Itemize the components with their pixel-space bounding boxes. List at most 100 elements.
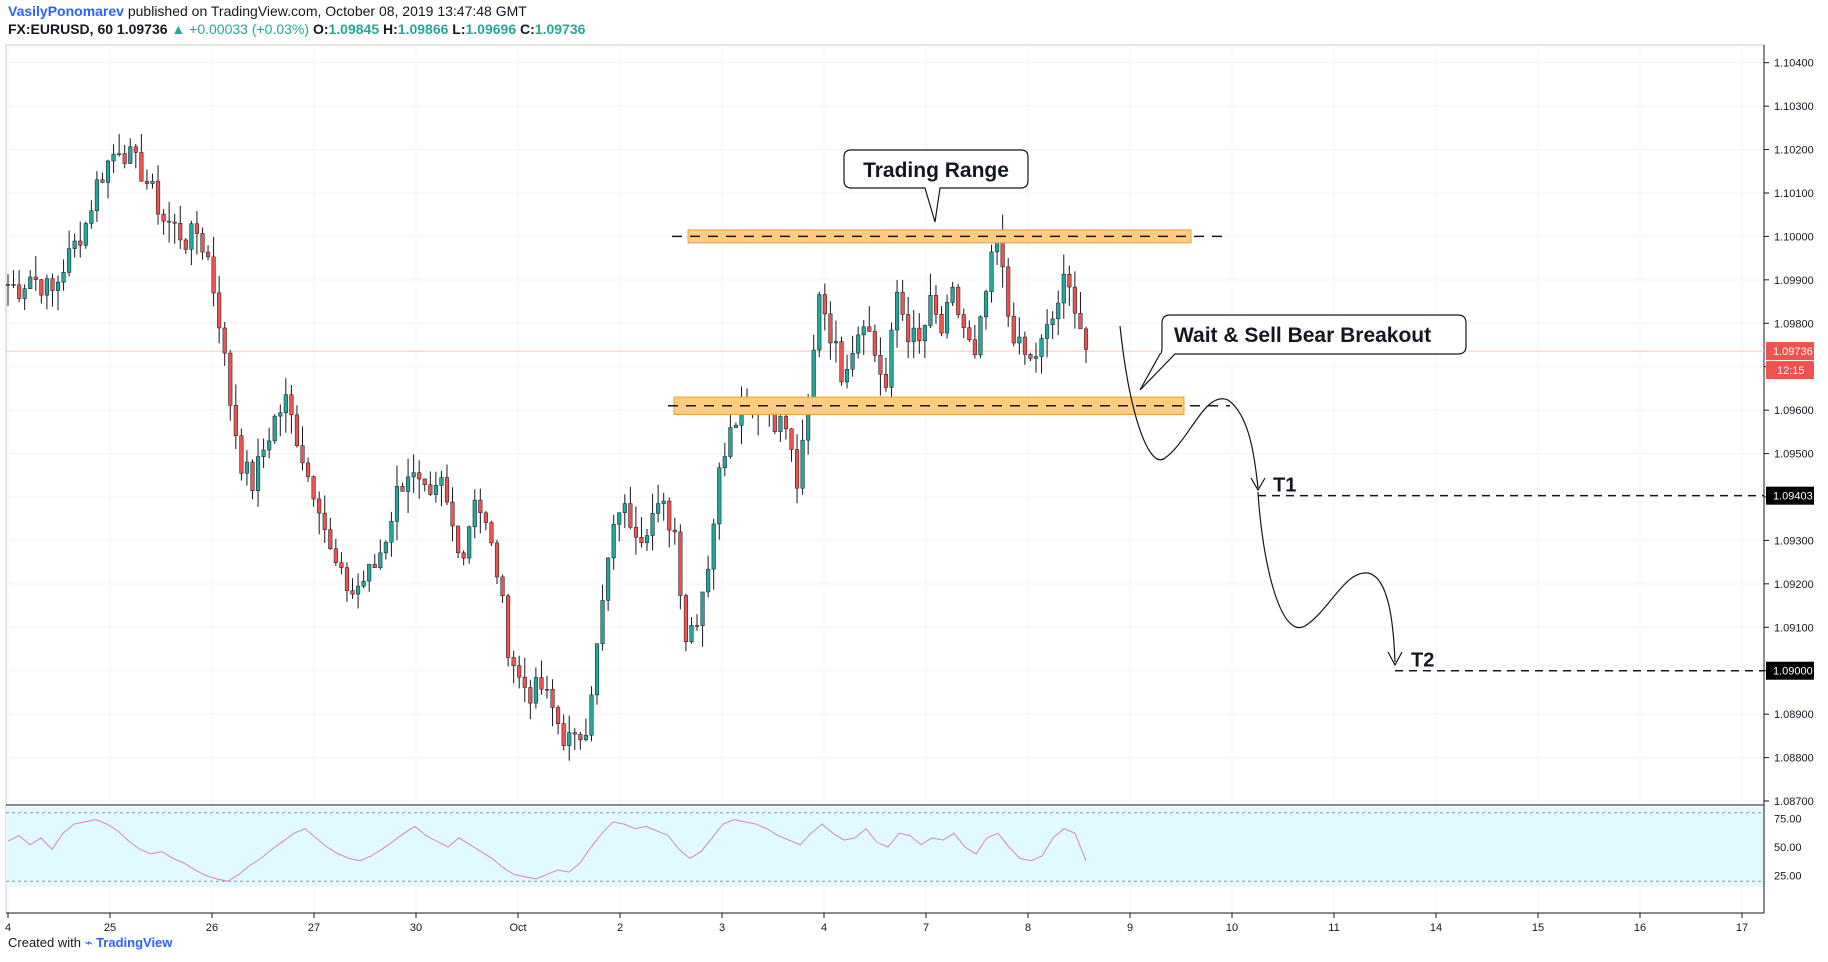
x-tick-label: 15 — [1532, 922, 1544, 934]
candle-body — [461, 552, 466, 559]
target-price-badge — [1766, 486, 1814, 505]
candle-body — [511, 657, 516, 666]
open-label: O: — [312, 21, 329, 37]
candle-body — [61, 272, 66, 283]
close-value: 1.09736 — [534, 21, 586, 37]
price-axis[interactable]: 1.10400 1.10300 1.10200 1.10100 1.10000 1.099… — [1764, 58, 1814, 808]
x-tick-label: Oct — [509, 922, 526, 934]
last-price: 1.09736 — [116, 21, 168, 37]
time-axis[interactable]: 4 25 26 27 30 Oct 2 3 4 7 8 9 10 11 14 15 16 17 — [5, 913, 1748, 934]
candle-body — [450, 501, 455, 527]
y-tick-label: 1.09600 — [1774, 405, 1814, 417]
candle-body — [711, 523, 716, 570]
tradingview-logo-icon[interactable]: ⌁ — [84, 935, 93, 950]
candle-body — [722, 456, 727, 468]
candle-body — [228, 352, 233, 406]
candle-body — [983, 291, 989, 318]
candle-body — [1006, 266, 1011, 317]
candle-body — [689, 625, 694, 642]
y-tick-label: 1.10100 — [1774, 188, 1814, 200]
candle-body — [961, 314, 966, 328]
candle-body — [717, 467, 722, 525]
candle-body — [817, 294, 822, 351]
candle-body — [872, 331, 877, 356]
candle-body — [55, 281, 61, 291]
candle-body — [406, 476, 411, 492]
created-with: Created with — [8, 935, 81, 950]
current-price-badge — [1766, 342, 1814, 361]
candle-body — [439, 477, 444, 486]
high-value: 1.09866 — [397, 21, 449, 37]
y-tick-label: 1.10300 — [1774, 101, 1814, 113]
candle-body — [861, 326, 866, 336]
candle-body — [367, 563, 372, 582]
candle-body — [417, 472, 422, 480]
candle-body — [839, 341, 844, 383]
candle-body — [572, 732, 577, 735]
y-tick-label: 1.09300 — [1774, 535, 1814, 547]
candle-body — [261, 449, 266, 457]
candle-body — [517, 665, 522, 678]
candle-body — [422, 478, 427, 486]
projection-drawings: T1 T2 — [1119, 325, 1764, 672]
candle-body — [589, 694, 594, 736]
candle-body — [878, 354, 883, 375]
candle-body — [361, 580, 366, 587]
x-tick-label: 2 — [617, 922, 623, 934]
y-tick-label: 1.09900 — [1774, 275, 1814, 287]
candle-body — [17, 284, 22, 299]
candle-body — [772, 414, 777, 432]
candle-body — [278, 412, 283, 417]
author-name[interactable]: VasilyPonomarev — [8, 3, 124, 19]
candle-body — [333, 548, 338, 563]
candle-body — [433, 485, 438, 495]
candle-body — [933, 295, 939, 315]
candle-body — [600, 600, 605, 644]
candle-body — [5, 284, 11, 286]
candle-body — [1017, 336, 1022, 344]
t2-label: T2 — [1411, 650, 1434, 672]
tradingview-brand[interactable]: TradingView — [96, 935, 173, 950]
candle-body — [972, 339, 977, 356]
rsi-band — [6, 807, 1764, 887]
symbol-name[interactable]: FX:EURUSD, 60 — [8, 21, 114, 37]
candle-body — [189, 223, 194, 250]
candle-body — [283, 394, 288, 413]
candle-body — [806, 412, 811, 441]
y-tick-label: 1.10200 — [1774, 145, 1814, 157]
x-tick-label: 16 — [1634, 922, 1646, 934]
candle-body — [728, 427, 733, 457]
target-price-badge — [1766, 661, 1814, 680]
candle-body — [89, 210, 94, 224]
candle-body — [522, 676, 527, 688]
candles — [5, 134, 1089, 761]
x-tick-label: 8 — [1025, 922, 1031, 934]
candle-body — [444, 477, 450, 503]
candle-body — [922, 325, 927, 342]
open-value: 1.09845 — [328, 21, 380, 37]
candle-body — [411, 472, 416, 478]
grid-lines — [6, 45, 1764, 913]
x-tick-label: 30 — [410, 922, 422, 934]
candle-body — [244, 461, 249, 474]
candle-body — [11, 284, 16, 286]
y-tick-label: 1.09200 — [1774, 579, 1814, 591]
candle-body — [150, 180, 155, 184]
candle-body — [39, 279, 44, 296]
candle-body — [906, 314, 911, 343]
arrow-down-icon — [1250, 477, 1266, 492]
x-tick-label: 4 — [5, 922, 11, 934]
candle-body — [217, 292, 222, 329]
candle-body — [344, 567, 350, 591]
candle-body — [372, 563, 377, 569]
x-tick-label: 3 — [719, 922, 725, 934]
candle-body — [94, 179, 99, 211]
y-tick-label: 1.08800 — [1774, 753, 1814, 765]
candle-body — [272, 415, 277, 442]
candle-body — [828, 313, 833, 344]
candle-body — [783, 416, 788, 430]
candle-body — [194, 223, 199, 234]
candle-body — [967, 327, 972, 340]
candle-body — [122, 153, 127, 164]
